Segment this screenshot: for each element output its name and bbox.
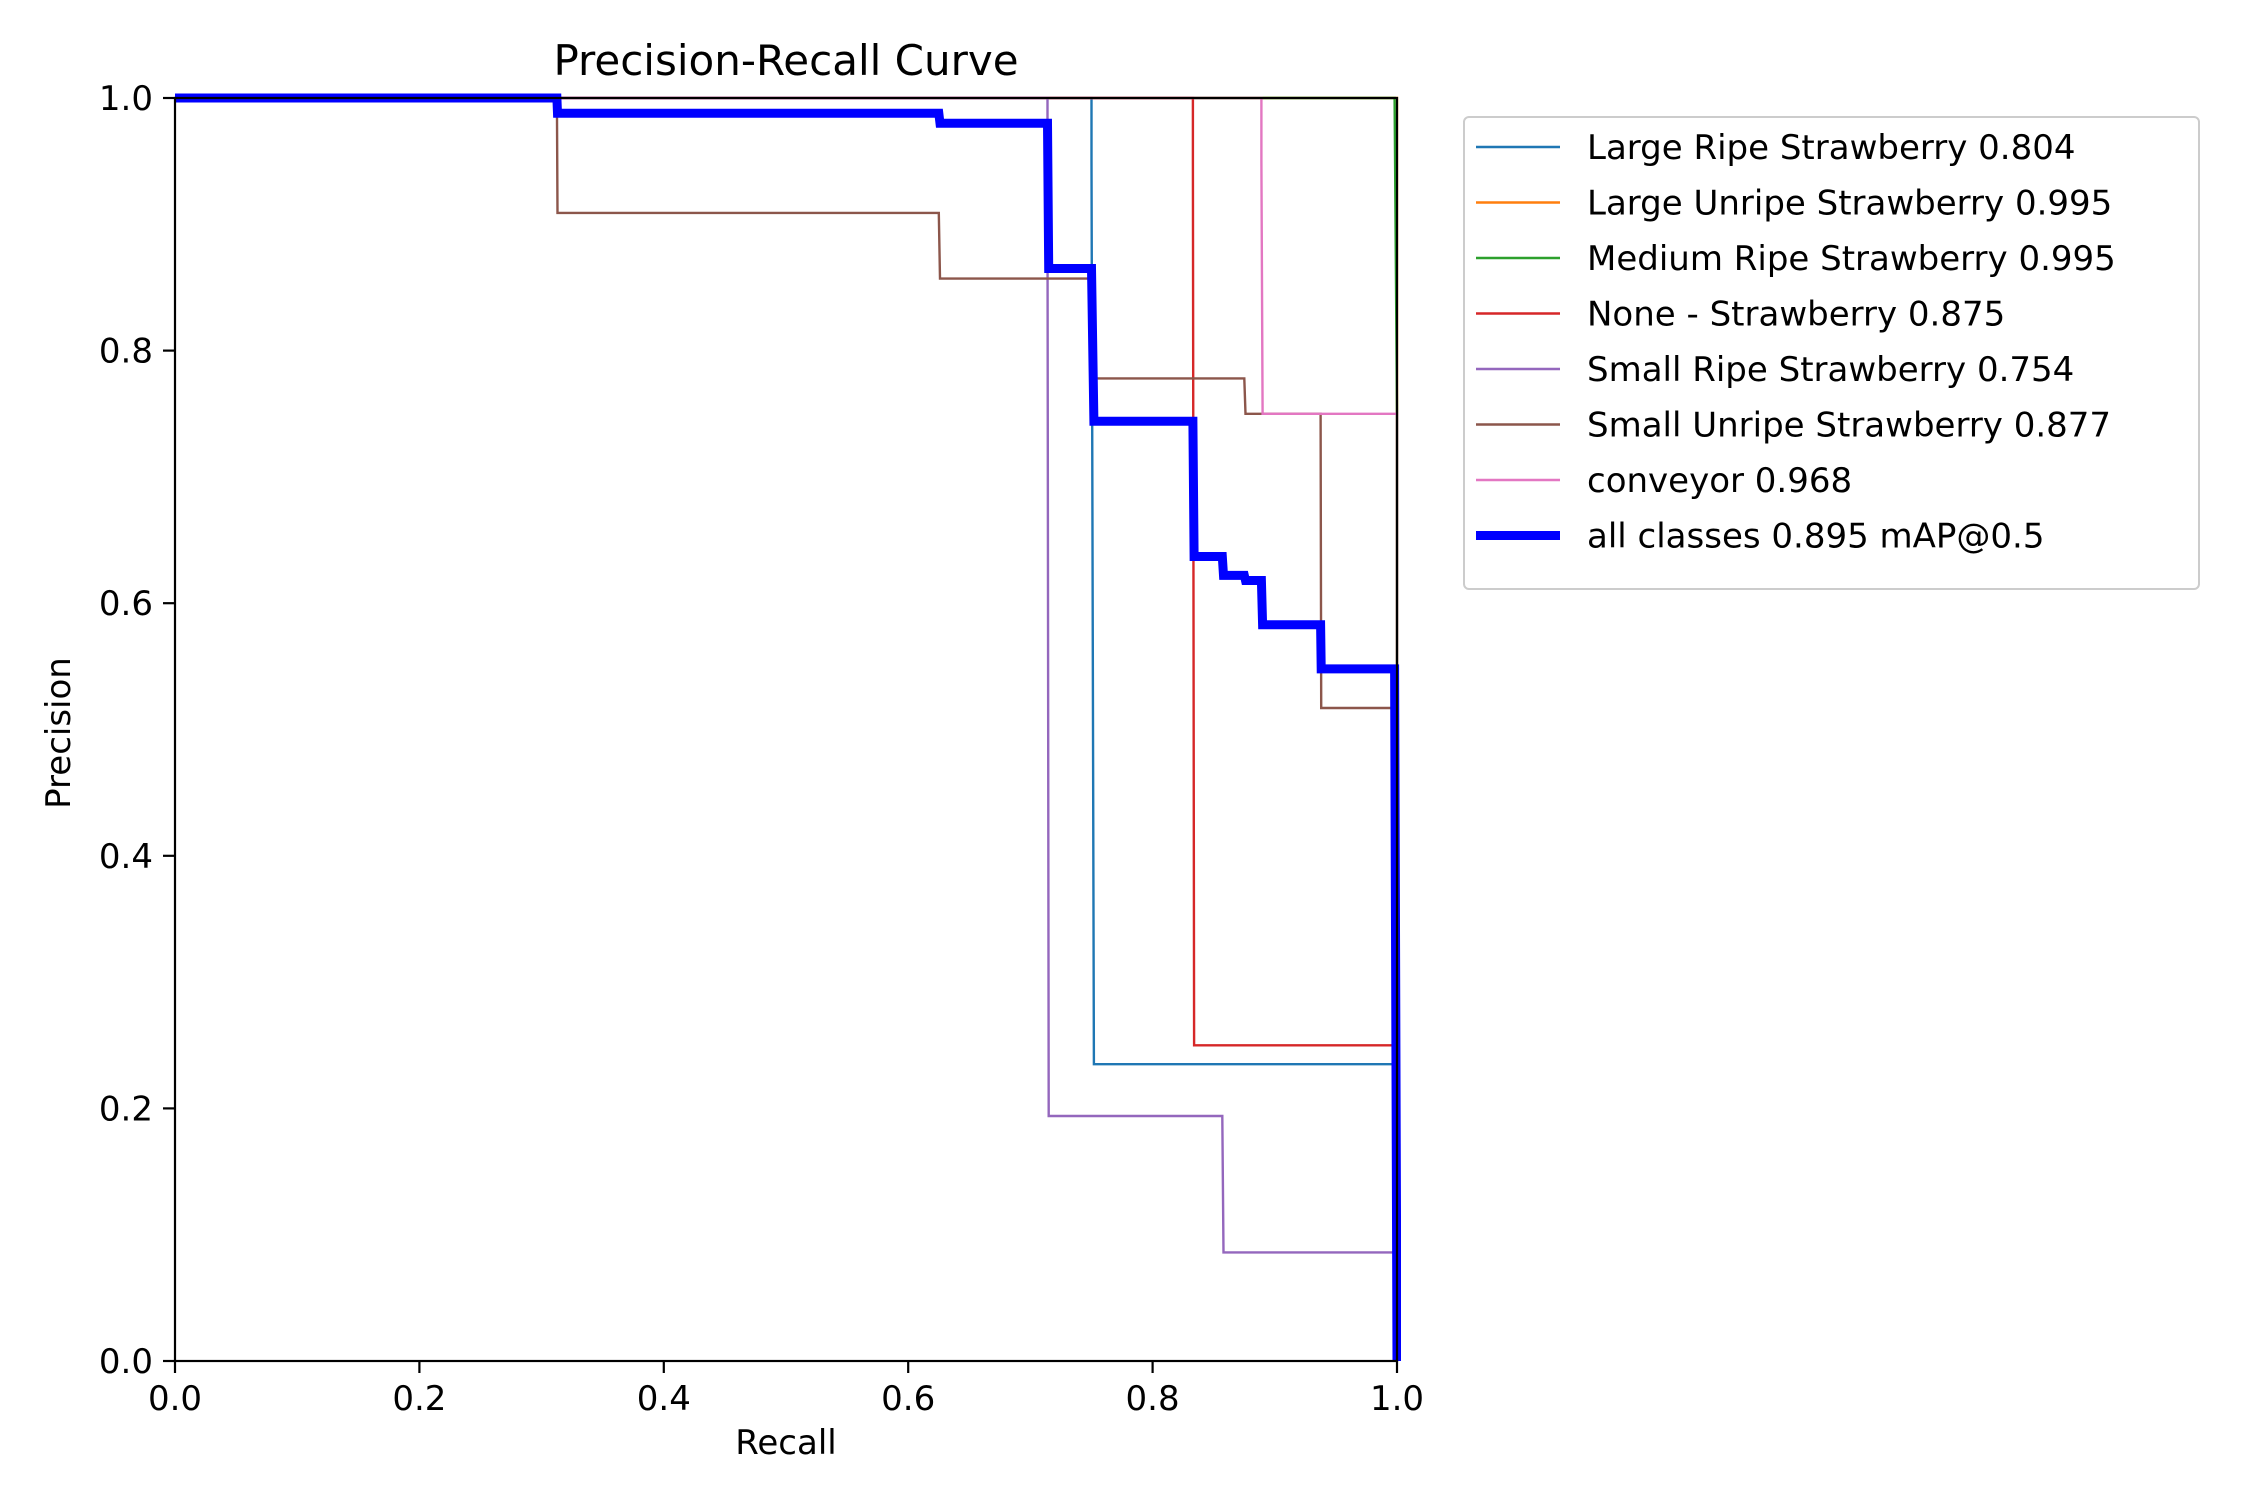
- series-line-7: [175, 93, 1401, 1362]
- legend-box: [1463, 116, 2200, 590]
- x-tick-label: 0.0: [148, 1379, 202, 1419]
- y-axis-label: Precision: [39, 657, 79, 809]
- legend-label-6: conveyor 0.968: [1587, 461, 1852, 501]
- series-line-4: [175, 96, 1399, 1361]
- legend-label-5: Small Unripe Strawberry 0.877: [1587, 406, 2111, 446]
- y-tick-label: 0.2: [99, 1089, 153, 1129]
- x-axis-label: Recall: [735, 1423, 836, 1463]
- series-line-3: [175, 96, 1399, 1361]
- legend-label-1: Large Unripe Strawberry 0.995: [1587, 184, 2112, 224]
- legend-label-2: Medium Ripe Strawberry 0.995: [1587, 239, 2116, 279]
- x-tick-label: 1.0: [1370, 1379, 1424, 1419]
- x-tick-label: 0.8: [1126, 1379, 1180, 1419]
- chart-title: Precision-Recall Curve: [553, 36, 1018, 85]
- legend-label-0: Large Ripe Strawberry 0.804: [1587, 128, 2076, 168]
- x-tick-label: 0.2: [392, 1379, 446, 1419]
- y-tick-label: 0.8: [99, 332, 153, 372]
- y-tick-label: 0.0: [99, 1342, 153, 1382]
- legend-label-4: Small Ripe Strawberry 0.754: [1587, 350, 2074, 390]
- series-line-5: [175, 96, 1399, 1361]
- series-line-0: [175, 96, 1399, 1361]
- series-line-6: [175, 96, 1399, 1361]
- series-line-1: [175, 96, 1399, 1361]
- y-tick-label: 0.6: [99, 584, 153, 624]
- y-tick-label: 0.4: [99, 837, 153, 877]
- series-line-2: [175, 96, 1399, 1361]
- plot-frame: [173, 96, 1399, 1363]
- series-layer: [175, 93, 1401, 1362]
- legend-label-3: None - Strawberry 0.875: [1587, 295, 2005, 335]
- x-tick-label: 0.4: [637, 1379, 691, 1419]
- legend: Large Ripe Strawberry 0.804 Large Unripe …: [1463, 116, 2200, 590]
- x-tick-label: 0.6: [881, 1379, 935, 1419]
- ticks-layer: 0.0 0.2 0.4 0.6 0.8 1.0 0.0 0.2 0.4 0.6 0.8 1.0: [99, 79, 1424, 1419]
- y-tick-label: 1.0: [99, 79, 153, 119]
- legend-label-7: all classes 0.895 mAP@0.5: [1587, 517, 2044, 557]
